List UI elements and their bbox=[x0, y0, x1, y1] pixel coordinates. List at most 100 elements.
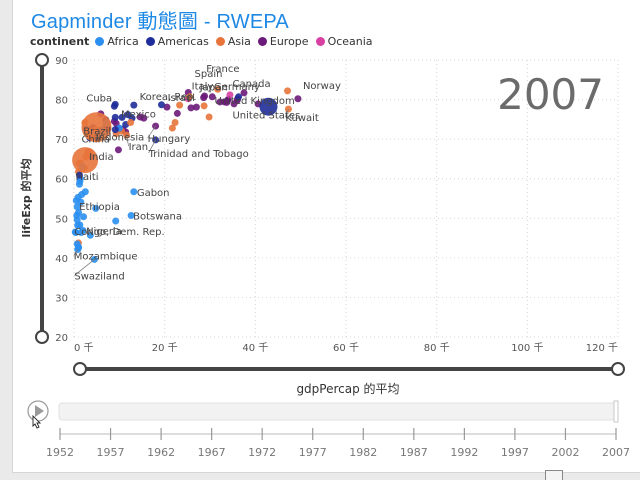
data-point[interactable] bbox=[187, 104, 195, 112]
data-point[interactable] bbox=[112, 217, 120, 225]
data-point[interactable] bbox=[171, 119, 179, 127]
point-label: Japan bbox=[199, 82, 228, 93]
legend-label-asia: Asia bbox=[227, 34, 251, 48]
play-axis-year-label: 1997 bbox=[501, 446, 529, 459]
x-range-slider-min-handle[interactable] bbox=[73, 362, 87, 376]
y-tick-labels: 20 30 40 50 60 70 80 90 bbox=[55, 56, 68, 344]
y-range-slider-max-handle[interactable] bbox=[35, 53, 49, 67]
x-axis-title: gdpPercap 的平均 bbox=[296, 381, 399, 396]
play-icon[interactable] bbox=[35, 405, 44, 417]
data-point[interactable] bbox=[163, 103, 171, 111]
y-tick-label: 80 bbox=[55, 96, 68, 107]
play-axis-year-label: 2007 bbox=[602, 446, 630, 459]
data-point[interactable] bbox=[72, 196, 80, 204]
data-point[interactable] bbox=[118, 113, 126, 121]
data-point[interactable] bbox=[130, 101, 138, 109]
data-point[interactable] bbox=[80, 213, 88, 221]
data-point[interactable] bbox=[130, 188, 138, 196]
y-tick-label: 70 bbox=[55, 135, 68, 146]
y-tick-label: 20 bbox=[55, 333, 68, 344]
data-point[interactable] bbox=[75, 180, 83, 188]
point-label: Congo, Dem. Rep. bbox=[74, 227, 164, 238]
data-point[interactable] bbox=[81, 188, 89, 196]
play-axis-year-label: 1962 bbox=[147, 446, 175, 459]
point-label: Hungary bbox=[148, 134, 191, 145]
point-label: Kuwait bbox=[285, 113, 318, 124]
data-point[interactable] bbox=[221, 98, 229, 106]
data-point[interactable] bbox=[240, 89, 248, 97]
play-axis-thumb[interactable] bbox=[613, 400, 619, 423]
data-point[interactable] bbox=[168, 124, 176, 132]
data-point[interactable] bbox=[76, 221, 84, 229]
data-point[interactable] bbox=[200, 94, 208, 102]
data-point[interactable] bbox=[205, 113, 213, 121]
data-point[interactable] bbox=[230, 100, 238, 108]
data-point[interactable] bbox=[75, 208, 83, 216]
leader-line bbox=[74, 259, 95, 276]
data-point[interactable] bbox=[111, 113, 119, 121]
legend-item-europe[interactable]: Europe bbox=[257, 34, 309, 48]
data-point[interactable] bbox=[235, 93, 243, 101]
legend-item-americas[interactable]: Americas bbox=[145, 34, 209, 48]
y-tick-label: 90 bbox=[55, 56, 68, 67]
label-leader-lines bbox=[73, 108, 289, 276]
data-point[interactable] bbox=[200, 102, 208, 110]
data-point[interactable] bbox=[192, 103, 200, 111]
leader-line bbox=[148, 139, 156, 154]
point-label: Norway bbox=[303, 81, 341, 92]
legend-label-europe: Europe bbox=[269, 34, 309, 48]
point-label: Canada bbox=[233, 79, 271, 90]
data-point[interactable] bbox=[208, 93, 216, 101]
data-point[interactable] bbox=[124, 111, 132, 119]
legend-label-americas: Americas bbox=[157, 34, 209, 48]
data-point[interactable] bbox=[259, 97, 278, 116]
data-point[interactable] bbox=[176, 101, 184, 109]
x-range-slider-max-handle[interactable] bbox=[611, 362, 625, 376]
data-point[interactable] bbox=[173, 109, 181, 117]
point-label: Mexico bbox=[121, 110, 156, 121]
legend-item-oceania[interactable]: Oceania bbox=[315, 35, 373, 48]
point-label: Haiti bbox=[75, 172, 98, 183]
legend-item-africa[interactable]: Africa bbox=[95, 35, 139, 48]
point-label: United States bbox=[232, 111, 300, 122]
data-point[interactable] bbox=[86, 231, 94, 239]
play-axis-year-label: 1987 bbox=[400, 446, 428, 459]
leader-line bbox=[285, 108, 289, 118]
data-point[interactable] bbox=[71, 228, 79, 236]
y-tick-label: 30 bbox=[55, 293, 68, 304]
play-button[interactable] bbox=[27, 400, 49, 429]
point-label: Nigeria bbox=[86, 227, 122, 238]
data-point[interactable] bbox=[294, 95, 302, 103]
data-point[interactable] bbox=[140, 114, 148, 122]
chart-title: Gapminder 動態圖 - RWEPA bbox=[31, 11, 289, 33]
legend-item-asia[interactable]: Asia bbox=[215, 34, 251, 48]
point-label: Iran bbox=[129, 142, 149, 153]
data-point[interactable] bbox=[114, 146, 122, 154]
data-point[interactable] bbox=[214, 85, 222, 93]
data-point[interactable] bbox=[284, 87, 292, 95]
play-axis-track[interactable] bbox=[58, 402, 616, 421]
data-point[interactable] bbox=[186, 93, 194, 101]
point-label: Brazil bbox=[83, 127, 111, 138]
data-point[interactable] bbox=[127, 119, 135, 127]
data-point[interactable] bbox=[79, 227, 87, 235]
legend-title: continent bbox=[30, 34, 90, 48]
data-point[interactable] bbox=[73, 240, 81, 248]
data-point[interactable] bbox=[81, 112, 112, 143]
data-point[interactable] bbox=[73, 203, 81, 211]
cursor-hand-icon bbox=[32, 414, 42, 429]
data-point[interactable] bbox=[75, 171, 83, 179]
data-point[interactable] bbox=[72, 147, 99, 174]
data-point[interactable] bbox=[92, 204, 100, 212]
data-point[interactable] bbox=[111, 126, 119, 134]
data-point[interactable] bbox=[110, 102, 118, 110]
data-point[interactable] bbox=[127, 212, 135, 220]
scroll-up-button[interactable] bbox=[545, 470, 563, 480]
data-point[interactable] bbox=[73, 216, 81, 224]
data-point[interactable] bbox=[157, 101, 165, 109]
x-tick-label: 0 千 bbox=[74, 342, 94, 354]
y-range-slider-min-handle[interactable] bbox=[35, 330, 49, 344]
data-point[interactable] bbox=[226, 91, 234, 99]
